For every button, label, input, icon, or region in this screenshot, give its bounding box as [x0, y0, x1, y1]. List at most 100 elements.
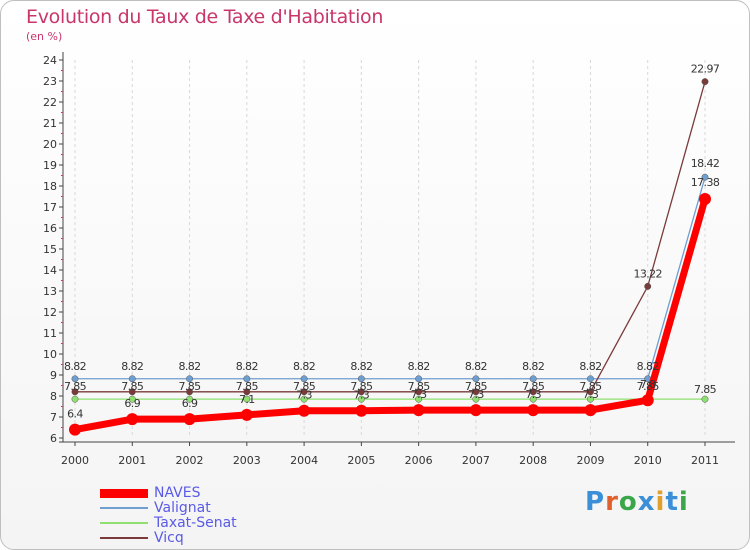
- y-tick-label: 12: [43, 306, 57, 319]
- data-point: [300, 388, 308, 396]
- data-point: [587, 375, 594, 383]
- data-label: 7.85: [236, 380, 259, 393]
- x-tick-label: 2000: [61, 454, 89, 467]
- data-label: 6.9: [182, 397, 198, 410]
- data-label: 7.85: [694, 383, 717, 396]
- data-label: 7.85: [637, 380, 660, 393]
- data-label: 7.3: [411, 388, 427, 401]
- data-point: [587, 395, 594, 403]
- y-tick-label: 18: [43, 180, 57, 193]
- data-point: [243, 395, 251, 403]
- data-point: [415, 395, 423, 403]
- data-label: 7.3: [296, 389, 312, 402]
- data-point: [641, 394, 654, 407]
- y-tick-label: 10: [43, 348, 57, 361]
- data-point: [357, 388, 365, 396]
- data-point: [412, 404, 425, 417]
- data-point: [472, 375, 480, 383]
- data-point: [529, 395, 537, 403]
- data-label: 8.82: [408, 360, 430, 373]
- data-point: [71, 388, 79, 396]
- legend-label-taxat-senat: Taxat-Senat: [154, 515, 237, 531]
- y-tick-label: 11: [43, 327, 57, 340]
- data-point: [186, 375, 193, 383]
- series-line-valignat: [75, 177, 706, 380]
- data-label: 7.85: [121, 380, 144, 393]
- x-tick-label: 2011: [691, 454, 719, 467]
- data-point: [584, 404, 597, 417]
- data-label: 7.85: [178, 380, 201, 393]
- data-point: [240, 408, 253, 421]
- data-label: 7.8: [640, 378, 656, 391]
- data-point: [472, 395, 480, 403]
- y-tick-label: 15: [43, 243, 57, 256]
- x-tick-label: 2002: [176, 454, 204, 467]
- data-label: 7.85: [408, 380, 431, 393]
- data-point: [128, 375, 136, 383]
- data-point: [128, 395, 136, 403]
- data-label: 6.4: [67, 408, 83, 421]
- data-label: 8.82: [121, 360, 143, 373]
- legend-label-naves: NAVES: [154, 485, 201, 501]
- data-point: [701, 78, 709, 86]
- data-point: [69, 423, 81, 436]
- proxiti-logo: Proxiti: [585, 487, 689, 517]
- data-point: [243, 375, 251, 383]
- data-point: [701, 173, 709, 181]
- data-label: 17.38: [691, 176, 720, 189]
- y-tick-label: 16: [43, 222, 57, 235]
- data-point: [298, 404, 311, 417]
- data-label: 7.3: [468, 388, 484, 401]
- data-point: [644, 282, 652, 290]
- x-tick-label: 2005: [347, 454, 375, 467]
- y-tick-label: 8: [50, 390, 57, 403]
- data-point: [529, 388, 537, 396]
- data-label: 7.3: [525, 388, 541, 401]
- y-tick-label: 6: [50, 432, 57, 445]
- data-point: [529, 375, 537, 383]
- legend-swatch-vicq: [100, 537, 148, 539]
- data-label: 8.82: [465, 360, 487, 373]
- data-point: [472, 388, 480, 396]
- x-tick-label: 2001: [118, 454, 146, 467]
- data-point: [357, 395, 365, 403]
- data-point: [355, 404, 368, 417]
- data-label: 8.82: [236, 360, 258, 373]
- legend-swatch-taxat-senat: [100, 522, 148, 524]
- data-label: 8.82: [637, 360, 659, 373]
- data-label: 7.85: [522, 380, 545, 393]
- y-tick-label: 23: [43, 75, 57, 88]
- chart-unit-label: (en %): [26, 30, 63, 43]
- data-label: 7.3: [354, 389, 370, 402]
- x-tick-label: 2009: [576, 454, 604, 467]
- x-tick-label: 2003: [233, 454, 261, 467]
- legend-swatch-naves: [100, 489, 148, 498]
- data-label: 7.85: [579, 380, 602, 393]
- data-label: 7.3: [583, 388, 599, 401]
- x-tick-label: 2006: [405, 454, 433, 467]
- series-line-vicq: [75, 81, 706, 393]
- data-point: [71, 375, 79, 383]
- x-tick-label: 2010: [634, 454, 662, 467]
- data-label: 22.97: [691, 63, 720, 76]
- data-point: [415, 388, 423, 396]
- data-label: 8.82: [64, 360, 86, 373]
- data-point: [587, 388, 594, 396]
- data-point: [128, 388, 136, 396]
- legend-swatch-valignat: [100, 507, 148, 509]
- data-point: [699, 193, 711, 206]
- x-tick-label: 2004: [290, 454, 318, 467]
- data-label: 8.82: [293, 360, 315, 373]
- data-point: [415, 375, 423, 383]
- data-label: 7.85: [465, 380, 488, 393]
- y-tick-label: 17: [43, 201, 57, 214]
- y-tick-label: 7: [50, 411, 57, 424]
- data-label: 6.9: [124, 397, 140, 410]
- data-point: [357, 375, 365, 383]
- data-point: [186, 388, 193, 396]
- data-label: 7.85: [350, 380, 373, 393]
- data-point: [300, 395, 308, 403]
- data-label: 8.82: [522, 360, 544, 373]
- legend-label-valignat: Valignat: [154, 500, 211, 516]
